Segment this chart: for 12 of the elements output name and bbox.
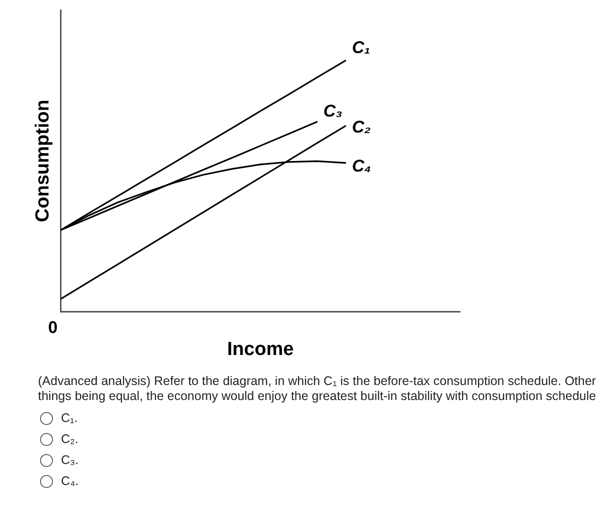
text: C₃.	[61, 453, 79, 468]
text: 0	[48, 318, 58, 337]
text: C₄.	[61, 474, 79, 489]
y-axis-title: Consumption	[32, 100, 54, 222]
text: C₂.	[61, 432, 78, 447]
text: C₁.	[61, 411, 78, 426]
series-label: C₄	[352, 156, 372, 176]
series-label: C₂	[352, 117, 372, 136]
text: (Advanced analysis) Refer to the diagram, in which C₁ is the before-tax consumption schedule. Other things being equal, the economy would enjoy the greatest built-in stability with consumption schedule	[38, 374, 597, 404]
series-label: C₁	[352, 38, 370, 57]
series-label: C₃	[323, 101, 342, 120]
x-axis-title: Income	[227, 338, 294, 360]
